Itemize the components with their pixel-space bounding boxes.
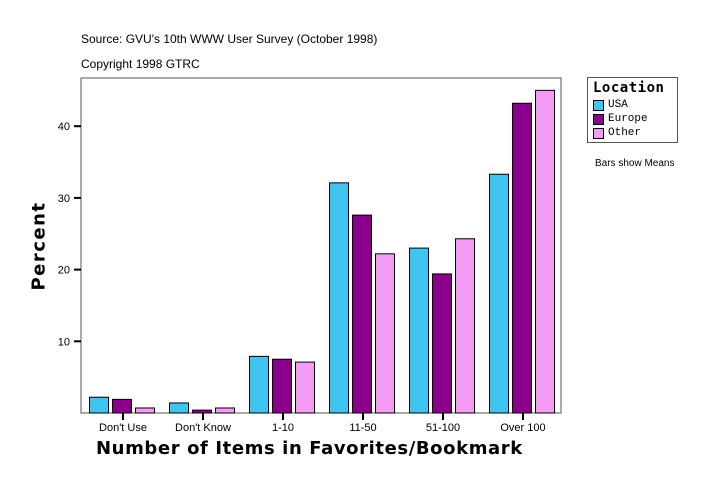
bar-other xyxy=(375,253,395,414)
bars-note: Bars show Means xyxy=(595,158,675,169)
bar-europe xyxy=(432,273,452,414)
bar-europe xyxy=(272,358,292,414)
legend-swatch-europe xyxy=(593,113,604,125)
bar-usa xyxy=(169,402,189,414)
copyright-caption: Copyright 1998 GTRC xyxy=(81,57,200,71)
bar-usa xyxy=(249,355,269,414)
y-tick-label: 30 xyxy=(58,193,70,205)
bars-group xyxy=(89,89,555,414)
x-tick-label: 51-100 xyxy=(426,422,460,434)
y-tick-label: 10 xyxy=(58,336,70,348)
x-axis: Don't Use Don't Know 1-10 11-50 51-100 Over 1… xyxy=(99,413,546,434)
legend-item-other: Other xyxy=(593,127,641,139)
x-tick-label: Don't Know xyxy=(175,422,231,434)
y-axis: 10 20 30 40 xyxy=(58,121,81,348)
legend-label-usa: USA xyxy=(608,99,628,111)
bar-usa xyxy=(89,396,109,414)
legend-label-europe: Europe xyxy=(608,113,648,125)
legend-title: Location xyxy=(593,80,665,96)
legend-swatch-usa xyxy=(593,99,604,111)
y-tick-label: 40 xyxy=(58,121,70,133)
bar-usa xyxy=(489,173,509,414)
bar-other xyxy=(455,238,475,414)
bar-europe xyxy=(512,102,532,414)
bar-other xyxy=(535,89,555,414)
plot-area xyxy=(80,77,562,414)
legend-item-europe: Europe xyxy=(593,113,648,125)
y-tick-label: 20 xyxy=(58,265,70,277)
legend-label-other: Other xyxy=(608,127,642,139)
bar-usa xyxy=(409,247,429,414)
x-tick-label: 11-50 xyxy=(349,422,376,434)
x-tick-label: Over 100 xyxy=(500,422,545,434)
x-axis-label: Number of Items in Favorites/Bookmark xyxy=(96,438,523,459)
legend-item-usa: USA xyxy=(593,99,628,111)
bar-other xyxy=(295,361,315,414)
bar-usa xyxy=(329,182,349,414)
bar-other xyxy=(135,407,155,414)
source-caption: Source: GVU's 10th WWW User Survey (Octo… xyxy=(81,32,378,46)
y-axis-label: Percent xyxy=(28,201,50,291)
x-tick-label: Don't Use xyxy=(99,422,147,434)
legend-swatch-other xyxy=(593,127,604,139)
bar-europe xyxy=(192,409,212,414)
bar-europe xyxy=(112,398,132,414)
bar-other xyxy=(215,407,235,414)
legend: Location USA Europe Other xyxy=(587,77,678,143)
x-tick-label: 1-10 xyxy=(272,422,294,434)
bar-europe xyxy=(352,214,372,414)
